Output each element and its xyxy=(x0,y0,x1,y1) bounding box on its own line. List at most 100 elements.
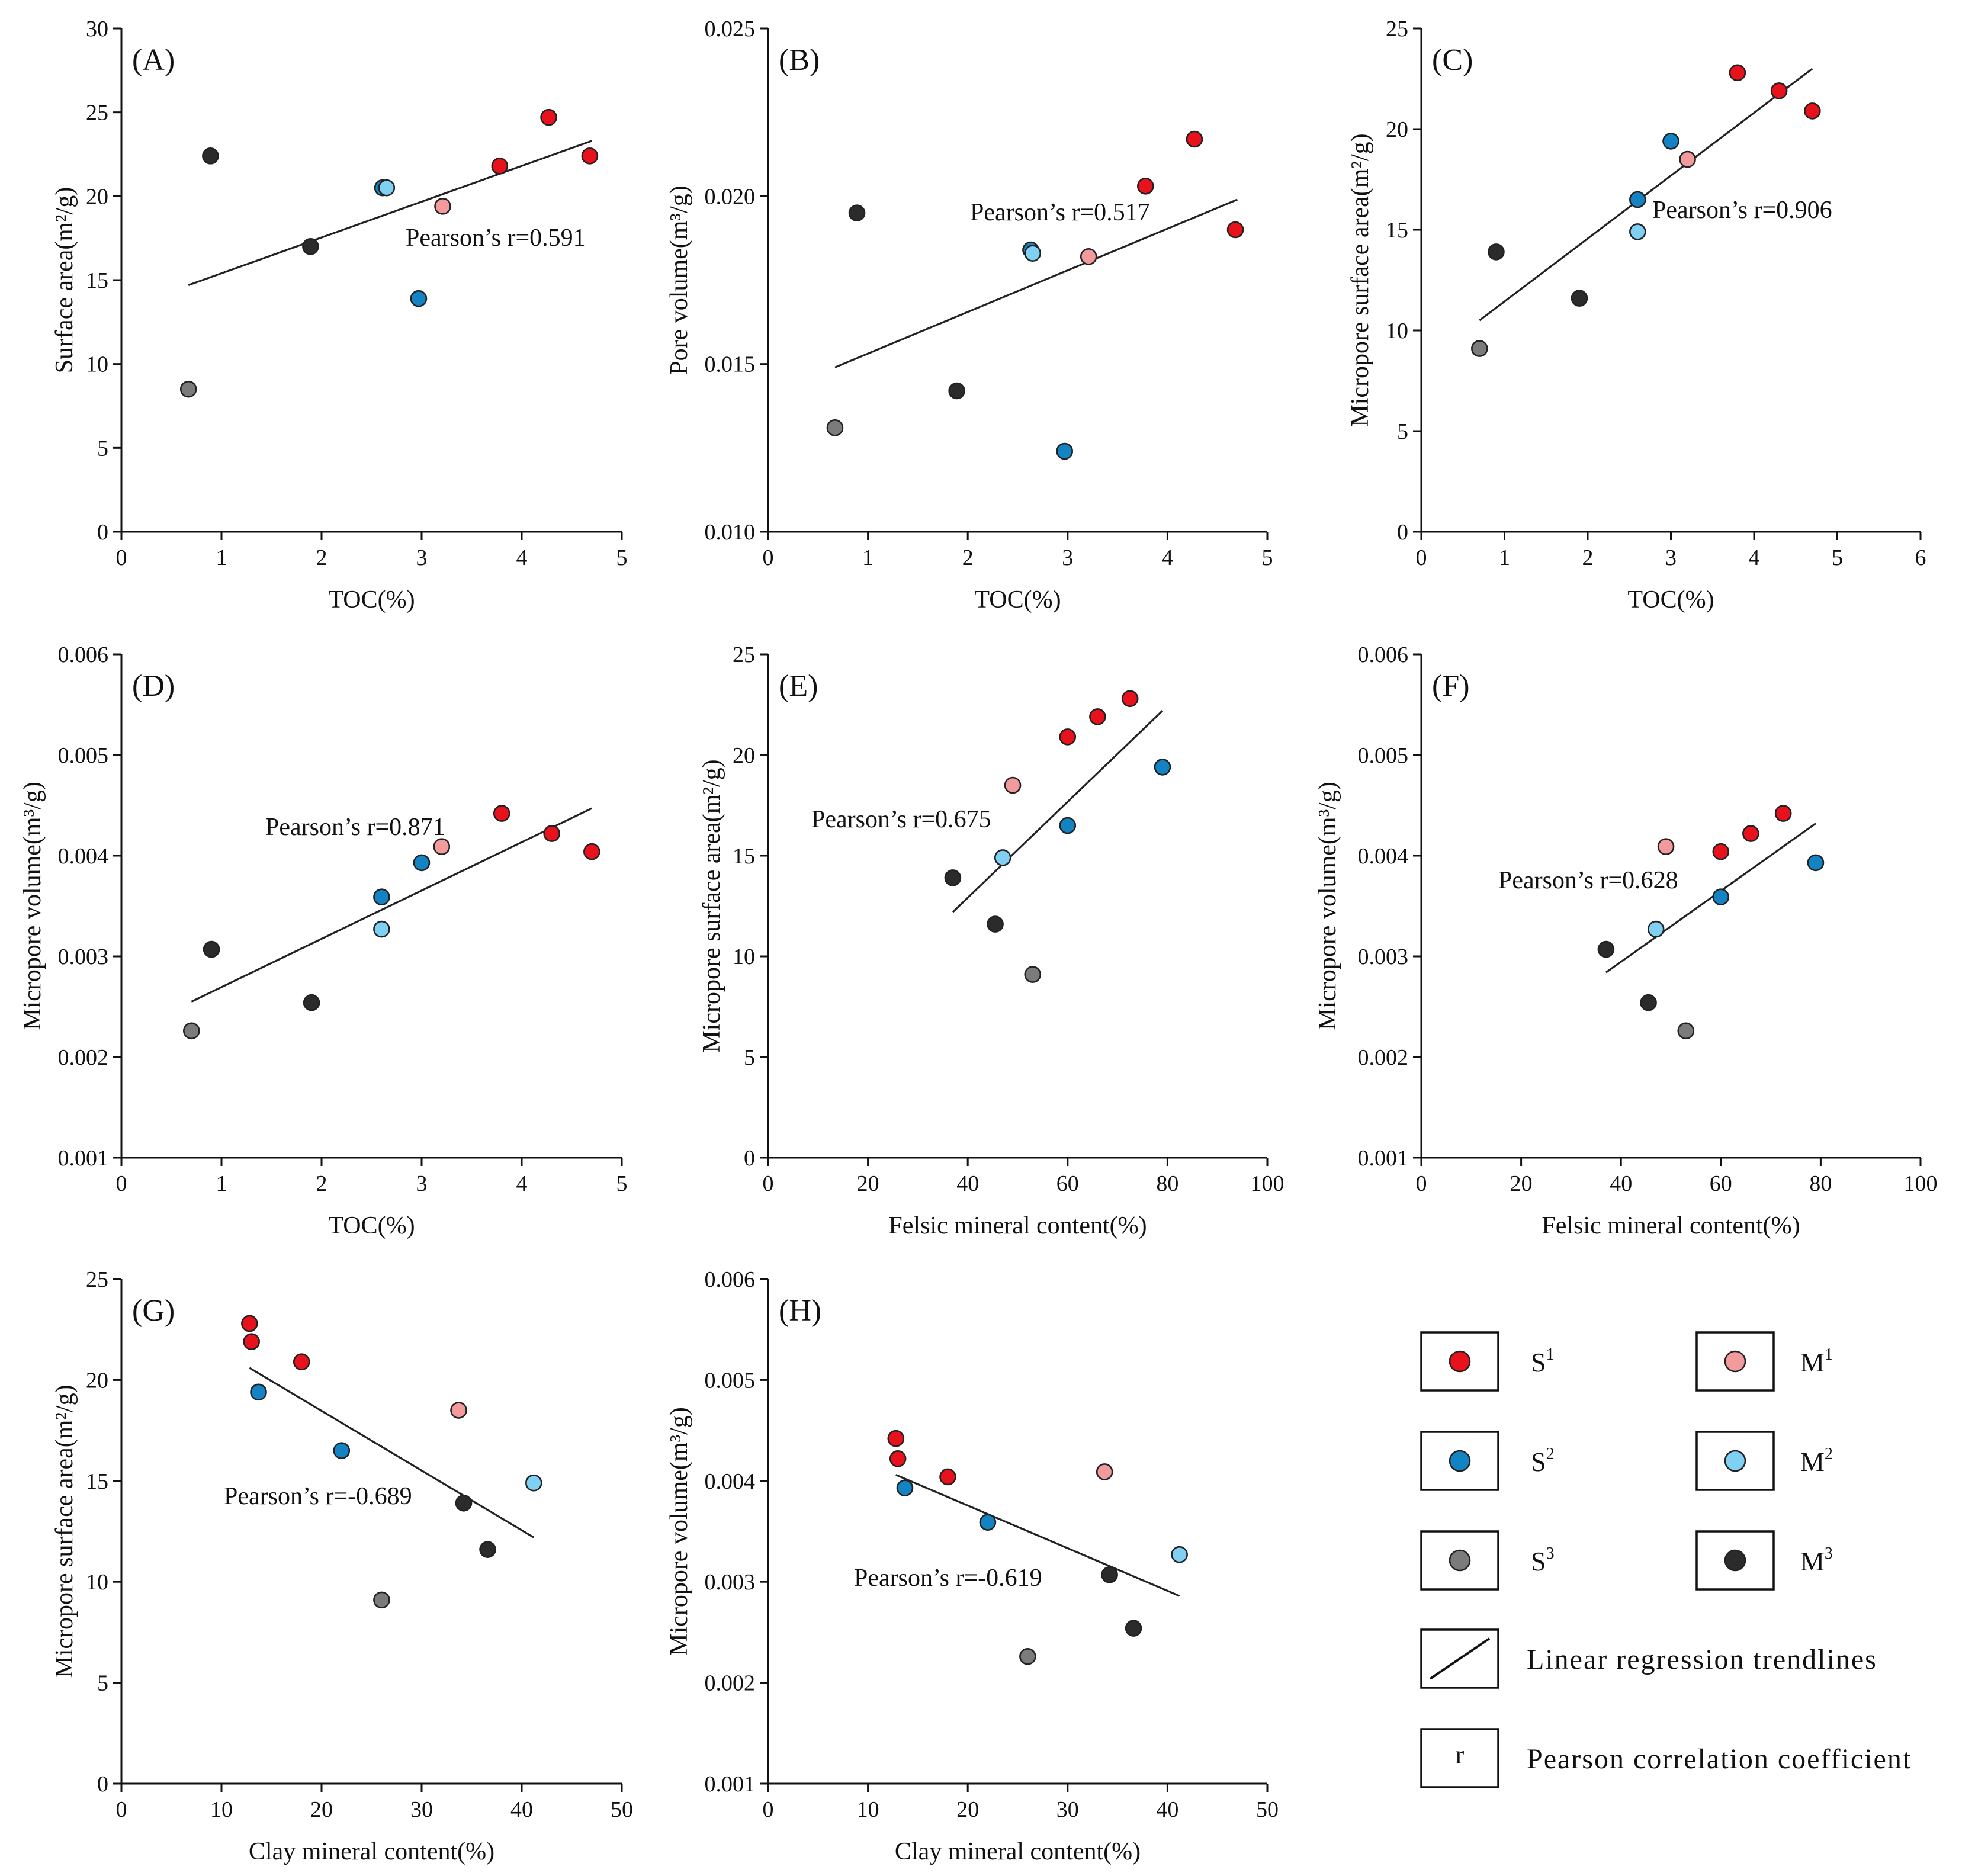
x-tick-label: 20 xyxy=(1510,1171,1533,1196)
y-tick-label: 0.001 xyxy=(58,1146,109,1171)
x-tick-label: 60 xyxy=(1056,1171,1079,1196)
x-tick-label: 0 xyxy=(763,1797,774,1822)
x-tick-label: 40 xyxy=(956,1171,979,1196)
x-tick-label: 40 xyxy=(510,1797,533,1822)
legend-trendline-glyph xyxy=(1429,1637,1491,1680)
y-axis-label: Micropore volume(m³/g) xyxy=(19,782,46,1030)
pearson-annotation: Pearson’s r=0.906 xyxy=(1652,197,1832,224)
trendline xyxy=(952,710,1164,913)
x-tick-label: 5 xyxy=(616,545,628,570)
y-tick-label: 15 xyxy=(1386,218,1408,243)
legend: S1 M1 S2 M2 xyxy=(1420,1331,1912,1788)
data-point-s1 xyxy=(243,1333,261,1350)
data-point-s2 xyxy=(896,1479,914,1497)
data-point-s1 xyxy=(1226,221,1244,239)
y-tick-label: 0.003 xyxy=(705,1570,756,1595)
x-tick-label: 1 xyxy=(862,545,874,570)
x-tick-label: 4 xyxy=(1162,545,1173,570)
y-tick-label: 30 xyxy=(86,17,108,41)
y-tick-label: 5 xyxy=(744,1045,755,1070)
panel-label: (E) xyxy=(779,669,818,703)
panel-label: (C) xyxy=(1432,43,1473,77)
data-point-s3 xyxy=(1024,966,1042,983)
x-tick-label: 0 xyxy=(1416,1171,1427,1196)
x-axis-label: Clay mineral content(%) xyxy=(249,1838,494,1865)
y-tick-label: 20 xyxy=(86,1368,108,1393)
data-point-m3 xyxy=(987,915,1004,933)
pearson-annotation: Pearson’s r=0.591 xyxy=(406,224,586,252)
legend-label-pearson: Pearson correlation coefficient xyxy=(1527,1743,1912,1775)
x-tick-label: 20 xyxy=(310,1797,333,1822)
x-tick-label: 20 xyxy=(956,1797,979,1822)
trendline xyxy=(1605,823,1816,974)
legend-item-pearson: r Pearson correlation coefficient xyxy=(1420,1728,1912,1788)
data-point-m1 xyxy=(1080,248,1097,265)
data-point-s2 xyxy=(1629,191,1646,208)
x-tick-label: 4 xyxy=(516,1171,528,1196)
x-tick-label: 50 xyxy=(611,1797,633,1822)
y-tick-label: 0 xyxy=(744,1146,755,1171)
x-tick-label: 5 xyxy=(1262,545,1273,570)
data-point-s1 xyxy=(1121,690,1139,708)
panel-d: 0 1 2 3 4 5 0.001 0.002 0.003 0.004 0.005 0.006 TOC(… xyxy=(19,643,628,1239)
data-point-m3 xyxy=(1488,243,1505,261)
data-point-s1 xyxy=(1059,728,1077,746)
data-point-s2 xyxy=(1807,854,1825,872)
y-tick-label: 0.004 xyxy=(705,1469,756,1494)
data-point-s1 xyxy=(1089,708,1106,725)
data-point-s1 xyxy=(889,1450,907,1467)
data-point-s1 xyxy=(540,108,557,126)
data-point-s3 xyxy=(373,1591,390,1609)
panel-g: 0 10 20 30 40 50 0 5 10 15 20 25 Clay mineral conten… xyxy=(51,1267,633,1865)
x-tick-label: 6 xyxy=(1915,545,1926,570)
x-tick-label: 3 xyxy=(416,545,428,570)
trendline xyxy=(1479,68,1813,322)
y-tick-label: 25 xyxy=(86,101,108,126)
y-tick-label: 20 xyxy=(1386,117,1408,142)
data-point-s2 xyxy=(1154,759,1171,776)
data-point-m2 xyxy=(1629,223,1646,240)
y-axis-label: Pore volume(m³/g) xyxy=(666,185,693,374)
legend-item-m3: M3 xyxy=(1695,1530,1833,1591)
y-tick-label: 5 xyxy=(1397,419,1408,444)
y-tick-label: 15 xyxy=(86,1469,108,1494)
x-axis-label: TOC(%) xyxy=(1627,586,1714,613)
data-point-m3 xyxy=(1571,290,1588,307)
data-point-m3 xyxy=(1101,1566,1118,1583)
data-point-s2 xyxy=(979,1514,997,1531)
x-axis-label: Felsic mineral content(%) xyxy=(1542,1212,1800,1239)
panel-a: 0 1 2 3 4 5 0 5 10 15 20 25 30 TOC(%) Surface area(m²/… xyxy=(51,17,628,613)
x-axis-label: TOC(%) xyxy=(974,586,1061,613)
y-tick-label: 0.015 xyxy=(705,352,756,377)
data-point-s1 xyxy=(1774,805,1792,822)
x-tick-label: 2 xyxy=(316,545,327,570)
trendline xyxy=(191,807,592,1003)
data-point-s1 xyxy=(581,147,599,165)
legend-item-s1: S1 xyxy=(1420,1331,1555,1392)
data-point-s1 xyxy=(1186,130,1203,148)
x-tick-label: 60 xyxy=(1710,1171,1732,1196)
legend-marker-m1 xyxy=(1724,1350,1746,1373)
legend-marker-m2 xyxy=(1724,1450,1746,1472)
y-tick-label: 0.005 xyxy=(705,1368,756,1393)
trendline xyxy=(249,1367,535,1538)
data-point-m1 xyxy=(1657,838,1675,855)
legend-marker-s1 xyxy=(1449,1350,1471,1373)
x-tick-label: 0 xyxy=(116,545,127,570)
data-point-m3 xyxy=(948,382,965,400)
y-tick-label: 20 xyxy=(86,184,108,209)
x-tick-label: 40 xyxy=(1156,1797,1178,1822)
data-point-s1 xyxy=(1804,102,1821,120)
data-point-s2 xyxy=(333,1442,351,1459)
x-tick-label: 4 xyxy=(516,545,528,570)
data-point-m3 xyxy=(1597,940,1615,958)
legend-marker-s3 xyxy=(1449,1549,1471,1572)
legend-label-s2: S2 xyxy=(1531,1445,1555,1477)
data-point-s2 xyxy=(1056,442,1074,460)
legend-label-m3: M3 xyxy=(1800,1544,1833,1576)
y-axis-label: Micropore volume(m³/g) xyxy=(1314,782,1341,1030)
data-point-s1 xyxy=(1729,64,1746,82)
data-point-m3 xyxy=(944,869,962,886)
y-tick-label: 10 xyxy=(86,1570,108,1595)
y-tick-label: 0.003 xyxy=(58,945,109,969)
